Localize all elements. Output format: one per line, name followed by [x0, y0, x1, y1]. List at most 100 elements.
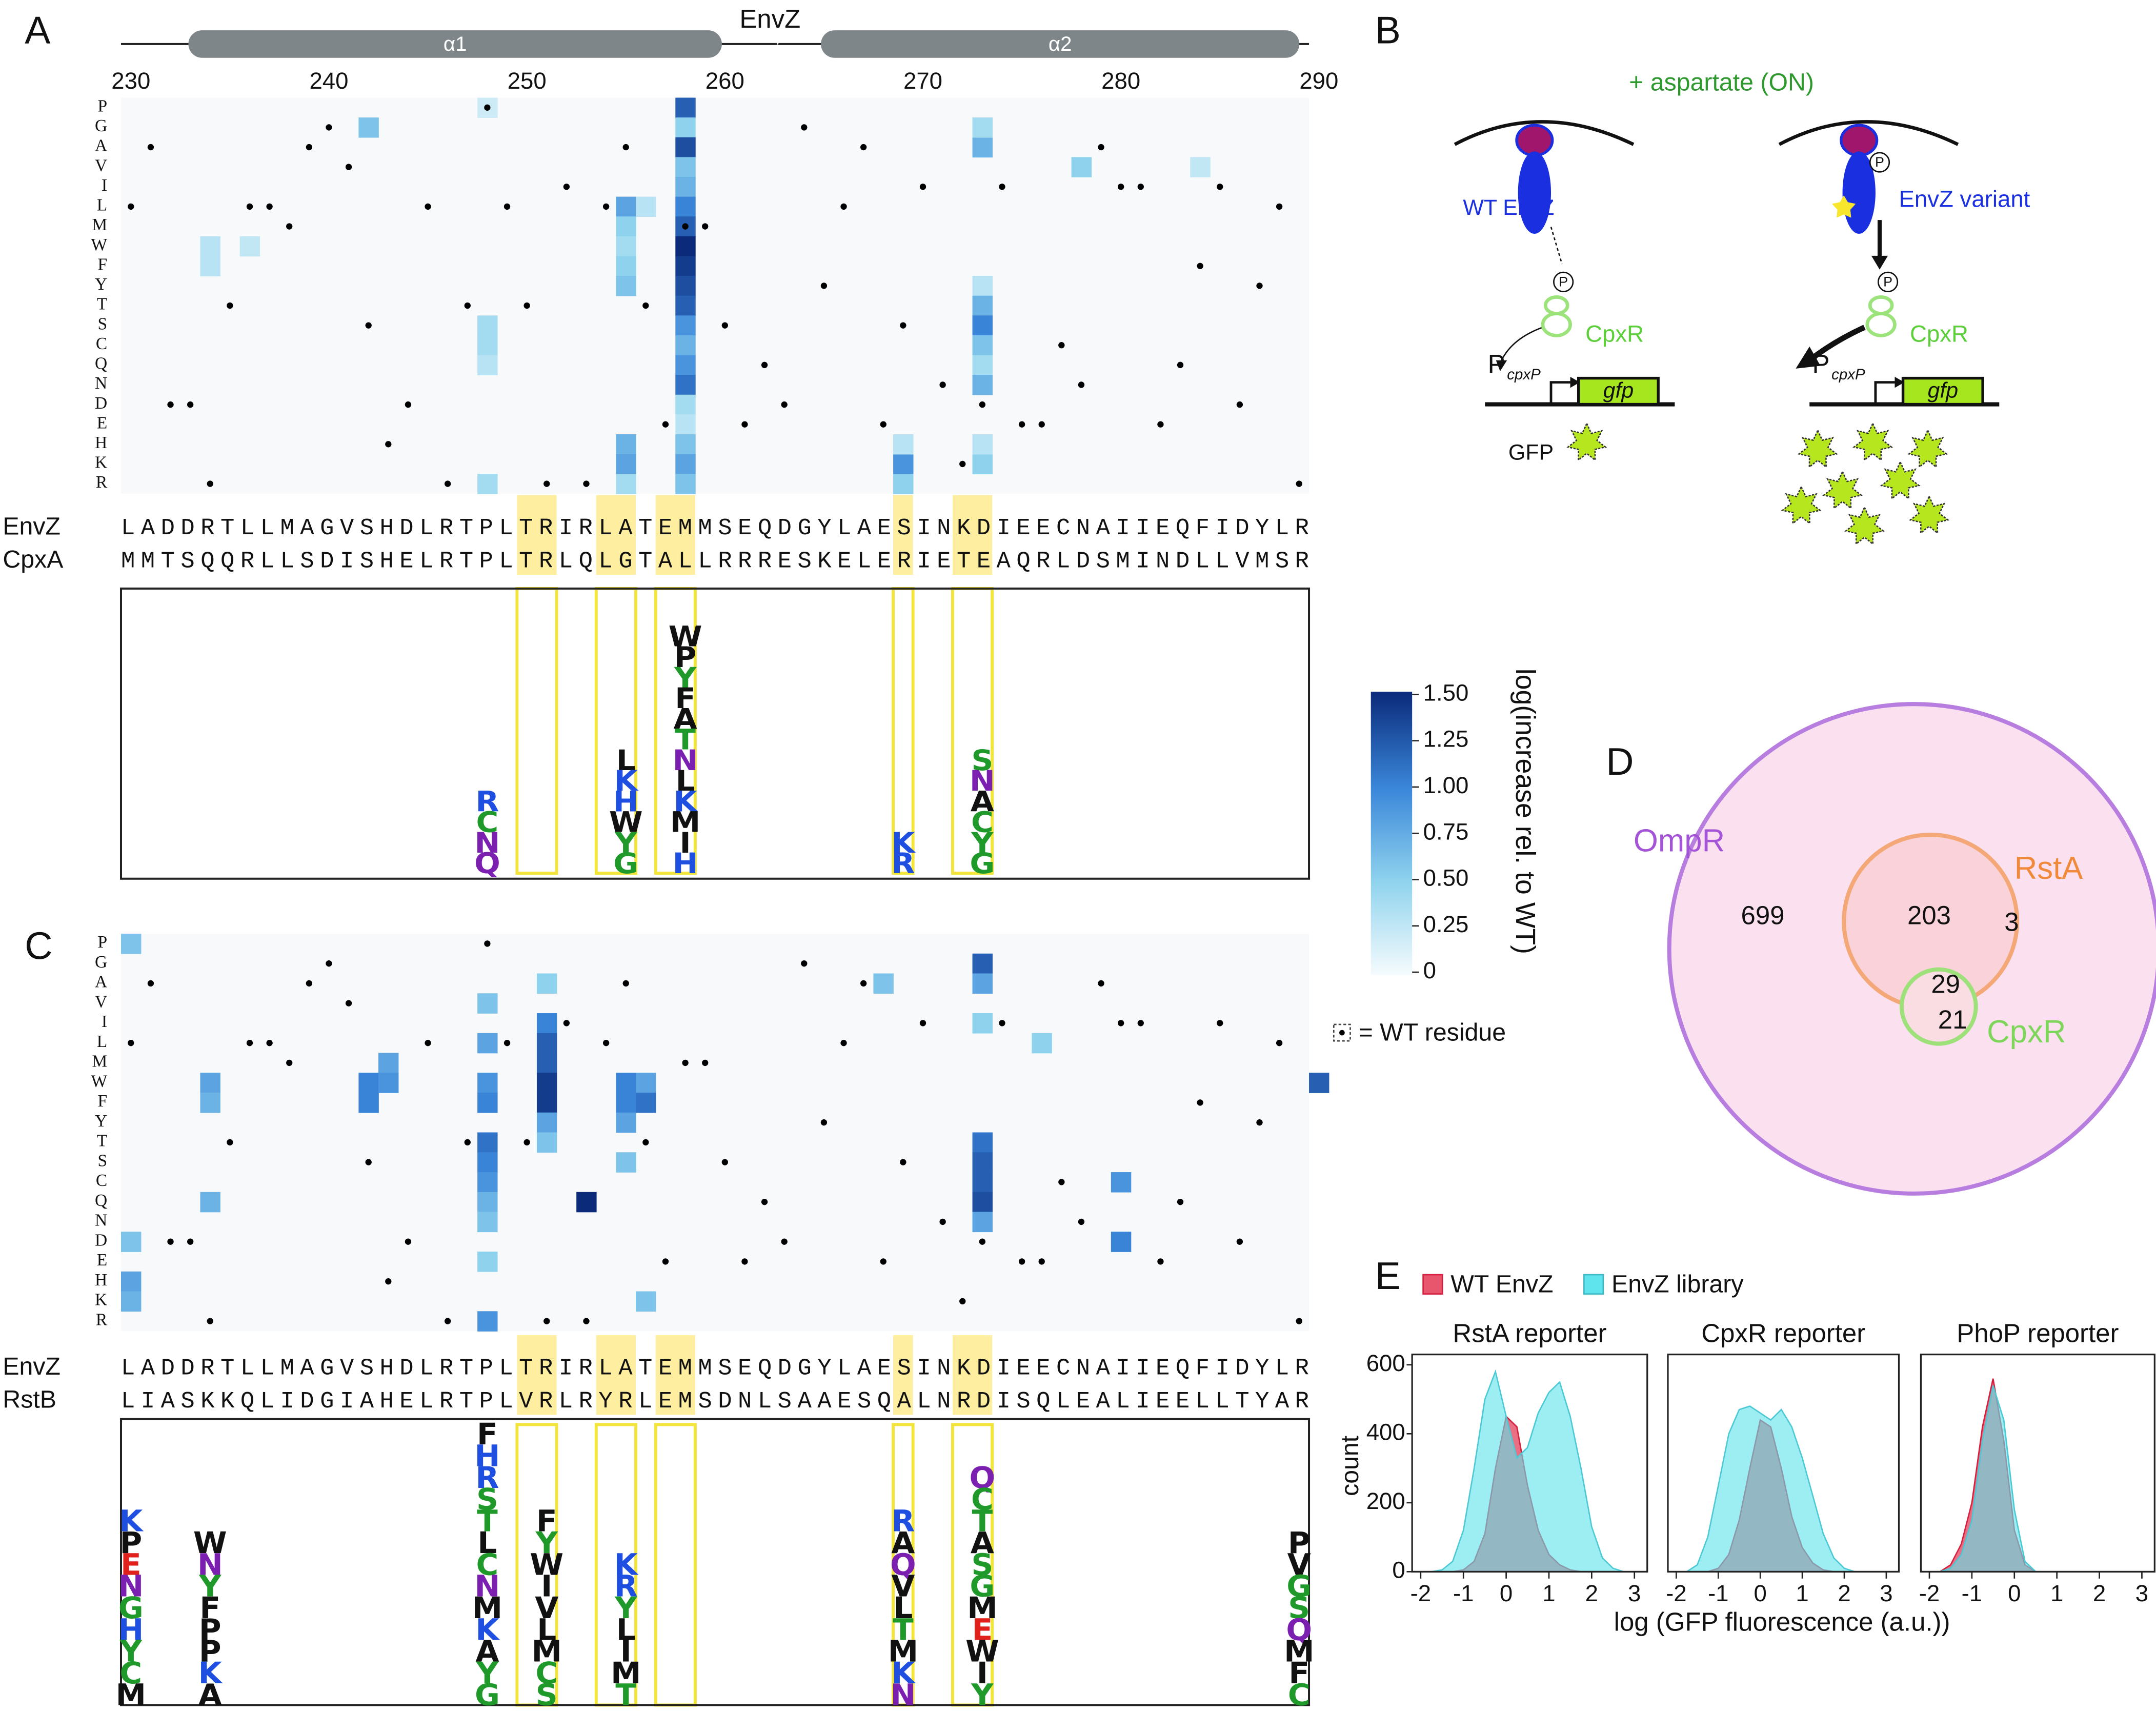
heatmap-cell — [675, 355, 696, 375]
subplot-title: PhoP reporter — [1957, 1319, 2119, 1348]
wt-dot — [602, 203, 610, 210]
highlight — [517, 495, 557, 575]
wt-dot — [860, 980, 867, 987]
heatmap-cell — [972, 1212, 993, 1233]
x-tick-label: 0 — [2008, 1580, 2021, 1606]
residue-label: D — [95, 394, 107, 413]
heatmap-cell — [972, 137, 993, 158]
wt-dot — [1157, 421, 1164, 428]
heatmap-cell — [200, 236, 220, 257]
logo-letter: Y — [674, 661, 697, 694]
star — [1907, 429, 1948, 469]
heatmap-cell — [1071, 157, 1092, 177]
heatmap-cell — [536, 973, 557, 994]
gene: gfp — [1928, 378, 1959, 403]
wt-dot — [1118, 1020, 1124, 1026]
highlight — [596, 1335, 636, 1415]
wt-dot — [523, 1139, 530, 1146]
condition: + aspartate (ON) — [1629, 68, 1814, 96]
wt-dot — [425, 1039, 431, 1046]
x-tick-label: 0 — [1754, 1580, 1767, 1606]
heatmap-cell — [358, 117, 379, 138]
heatmap-cell — [1032, 1033, 1052, 1054]
wt-dot — [741, 421, 748, 428]
residue-label: G — [95, 953, 107, 972]
heatmap-cell — [1111, 1172, 1132, 1193]
heatmap-cell — [477, 1311, 498, 1332]
logo-letter: M — [532, 1634, 562, 1668]
wt-dot — [801, 960, 808, 967]
wt-dot — [1078, 1218, 1085, 1225]
logo-letter: G — [118, 1590, 144, 1625]
wt-dot — [622, 144, 629, 151]
heatmap-cell — [200, 1093, 220, 1113]
wt-dot — [484, 940, 491, 947]
logo-letter: P — [1288, 1525, 1311, 1560]
logo-letter: W — [530, 1547, 563, 1582]
residue-label: P — [98, 97, 108, 116]
wt-dot — [1038, 421, 1045, 428]
wt-dot — [583, 1318, 590, 1324]
heatmap-cell — [616, 474, 636, 494]
x-tick-label: 2 — [1585, 1580, 1598, 1606]
heatmap-background — [120, 97, 1309, 494]
position-tick-label: 240 — [309, 68, 348, 94]
helix — [821, 30, 1300, 58]
logo-letter: A — [198, 1677, 223, 1712]
residue-label: H — [95, 1271, 107, 1290]
star — [1781, 485, 1822, 525]
wt-dot — [1296, 1318, 1302, 1324]
logo-letter: F — [536, 1503, 557, 1538]
residue-label: I — [102, 1012, 107, 1031]
logo-letter: A — [674, 703, 698, 736]
logo-letter: S — [476, 1482, 498, 1517]
venn-count: 29 — [1931, 969, 1960, 998]
wt-dot — [1098, 980, 1104, 987]
wt-dot — [187, 1238, 194, 1245]
heatmap-cell — [972, 1013, 993, 1034]
residue-label: I — [102, 176, 107, 195]
heatmap-cell — [616, 1093, 636, 1113]
wt-dot — [721, 1159, 728, 1165]
highlight — [952, 1335, 993, 1415]
heatmap-cell — [675, 375, 696, 395]
wt-dot — [781, 1238, 788, 1245]
logo-letter: G — [1286, 1568, 1312, 1603]
arrowhead — [1796, 346, 1821, 369]
logo-letter: C — [119, 1656, 142, 1690]
wt-dot — [207, 1318, 213, 1324]
heatmap-cell — [378, 1073, 399, 1093]
heatmap-cell — [972, 1192, 993, 1213]
residue-label: Y — [95, 275, 107, 294]
heatmap-cell — [636, 1291, 656, 1312]
heatmap-cell — [200, 1192, 220, 1213]
heatmap-cell — [675, 434, 696, 455]
wt-dot — [1038, 1258, 1045, 1265]
logo-letter: T — [972, 1503, 993, 1538]
wt-dot — [503, 203, 511, 210]
logo-letter: M — [967, 1590, 997, 1625]
heatmap-cell — [358, 1093, 379, 1113]
logo-letter: M — [116, 1677, 146, 1712]
residue-label: T — [97, 1132, 107, 1151]
logo-letter: M — [611, 1656, 641, 1690]
x-tick-label: 2 — [1838, 1580, 1850, 1606]
logo-letter: Q — [970, 1460, 996, 1495]
x-tick-label: -2 — [1411, 1580, 1432, 1606]
position-tick-label: 280 — [1101, 68, 1140, 94]
protein-name: EnvZ — [739, 4, 800, 33]
star — [1797, 429, 1838, 469]
logo-letter: C — [971, 806, 994, 839]
wt-dot — [1217, 184, 1223, 190]
highlight — [893, 495, 913, 575]
y-tick-label: 200 — [1366, 1488, 1405, 1514]
envz-kinase — [1518, 151, 1551, 234]
arrowhead — [1496, 360, 1507, 372]
colorbar-tick-label: 0.50 — [1423, 865, 1469, 891]
heatmap-cell — [120, 934, 142, 954]
heatmap-cell — [477, 474, 498, 494]
logo-letter: K — [891, 1656, 916, 1690]
colorbar — [1371, 692, 1413, 975]
wt-dot — [1256, 283, 1263, 289]
heatmap-cell — [675, 276, 696, 296]
